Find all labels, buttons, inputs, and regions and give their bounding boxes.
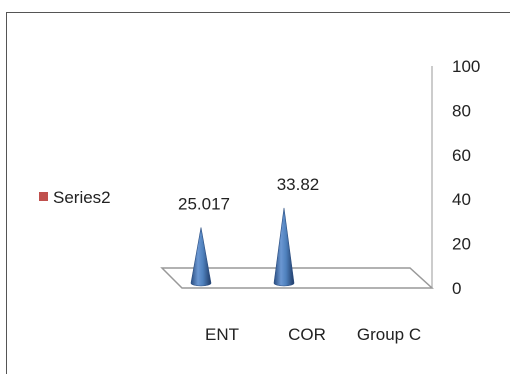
y-tick-labels: 0 20 40 60 80 100 (452, 57, 480, 298)
cone-cor (273, 207, 295, 287)
category-labels: ENT COR Group C (205, 325, 421, 344)
y-tick-0: 0 (452, 279, 461, 298)
data-label-cor: 33.82 (277, 175, 320, 194)
chart-floor (160, 267, 434, 289)
cone-ent (190, 227, 212, 287)
legend-label-series2: Series2 (53, 188, 111, 207)
category-label-cor: COR (288, 325, 326, 344)
chart-frame (6, 12, 510, 374)
data-label-ent: 25.017 (178, 194, 230, 213)
category-label-ent: ENT (205, 325, 239, 344)
category-label-group-c: Group C (357, 325, 421, 344)
y-tick-80: 80 (452, 101, 471, 120)
legend-swatch-series2 (39, 192, 48, 201)
data-series (190, 207, 295, 287)
data-labels: 25.017 33.82 (178, 175, 319, 214)
y-tick-60: 60 (452, 146, 471, 165)
y-tick-100: 100 (452, 57, 480, 76)
legend: Series2 (39, 188, 111, 207)
y-tick-20: 20 (452, 235, 471, 254)
y-tick-40: 40 (452, 190, 471, 209)
